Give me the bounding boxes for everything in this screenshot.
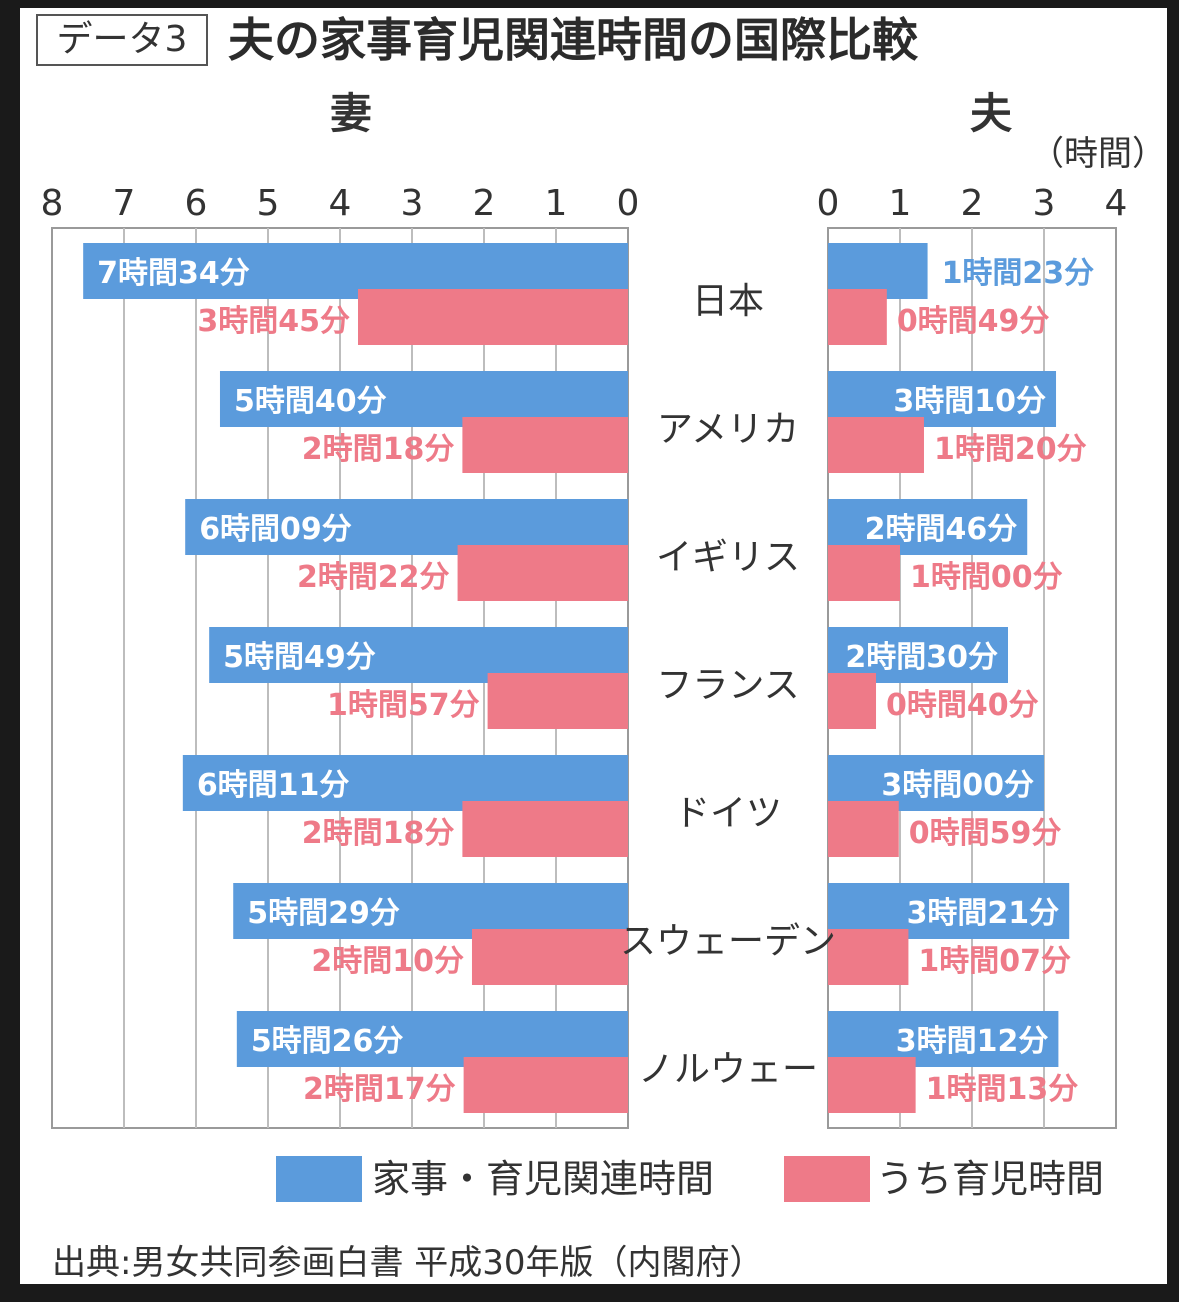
panel-title-husband: 夫 — [970, 89, 1013, 138]
data-label-husband-childcare: 0時間59分 — [909, 816, 1062, 851]
data-label-wife-total: 6時間11分 — [197, 768, 350, 803]
screen-frame-top — [0, 0, 1179, 8]
source-note: 出典:男女共同参画白書 平成30年版（内閣府） — [52, 1243, 764, 1283]
bar-husband-childcare — [828, 545, 900, 601]
data-label-wife-total: 5時間29分 — [247, 896, 400, 931]
unit-label: （時間） — [1030, 134, 1166, 174]
data-label-wife-total: 5時間40分 — [234, 384, 387, 419]
data-label-husband-total: 2時間46分 — [865, 512, 1018, 547]
bar-wife-childcare — [462, 417, 628, 473]
data-label-wife-total: 6時間09分 — [199, 512, 352, 547]
chart-title: 夫の家事育児関連時間の国際比較 — [228, 13, 918, 67]
legend-label-total: 家事・育児関連時間 — [372, 1157, 715, 1201]
screen-frame-right — [1167, 0, 1179, 1302]
legend-swatch-childcare — [784, 1156, 870, 1202]
data-label-husband-childcare: 0時間49分 — [897, 304, 1050, 339]
category-label: フランス — [656, 665, 799, 706]
data-label-husband-childcare: 1時間20分 — [934, 432, 1087, 467]
tick-label-wife: 7 — [113, 183, 136, 224]
tick-label-husband: 1 — [889, 183, 912, 224]
data-label-husband-total: 1時間23分 — [942, 256, 1095, 291]
data-label-wife-childcare: 3時間45分 — [197, 304, 350, 339]
category-label: 日本 — [692, 281, 764, 322]
tick-label-wife: 4 — [329, 183, 352, 224]
data-label-wife-childcare: 2時間17分 — [303, 1072, 456, 1107]
data-label-wife-total: 5時間49分 — [223, 640, 376, 675]
category-label: イギリス — [656, 537, 800, 578]
bar-wife-childcare — [462, 801, 628, 857]
data-label-wife-childcare: 2時間18分 — [302, 816, 455, 851]
tick-label-wife: 2 — [473, 183, 496, 224]
tick-label-wife: 3 — [401, 183, 424, 224]
bar-wife-childcare — [463, 1057, 628, 1113]
tick-label-wife: 8 — [41, 183, 64, 224]
screen-frame-left — [0, 0, 20, 1302]
category-label: アメリカ — [657, 409, 799, 450]
category-label: ドイツ — [674, 793, 782, 834]
panel-title-wife: 妻 — [330, 89, 373, 138]
tick-label-wife: 1 — [545, 183, 568, 224]
data-label-husband-childcare: 0時間40分 — [886, 688, 1039, 723]
data-label-husband-total: 3時間00分 — [881, 768, 1034, 803]
category-label: ノルウェー — [638, 1049, 818, 1090]
tick-label-husband: 0 — [817, 183, 840, 224]
tick-label-husband: 3 — [1033, 183, 1056, 224]
data-label-wife-childcare: 1時間57分 — [327, 688, 480, 723]
legend-swatch-total — [276, 1156, 362, 1202]
bar-wife-childcare — [471, 929, 628, 985]
bar-husband-childcare — [828, 673, 877, 729]
category-label: スウェーデン — [620, 921, 836, 962]
bar-wife-childcare — [358, 289, 628, 345]
bar-husband-childcare — [828, 1057, 916, 1113]
data-label-husband-childcare: 1時間00分 — [910, 560, 1063, 595]
bar-wife-childcare — [457, 545, 628, 601]
data-label-husband-childcare: 1時間07分 — [918, 944, 1071, 979]
tick-label-husband: 2 — [961, 183, 984, 224]
tick-label-wife: 5 — [257, 183, 280, 224]
data-label-husband-total: 3時間10分 — [893, 384, 1046, 419]
screen-frame-bottom — [0, 1284, 1179, 1302]
data-label-wife-total: 7時間34分 — [97, 256, 250, 291]
bar-husband-childcare — [828, 289, 887, 345]
tick-label-wife: 0 — [617, 183, 640, 224]
bar-husband-childcare — [828, 801, 899, 857]
tick-label-husband: 4 — [1105, 183, 1128, 224]
data-label-wife-childcare: 2時間18分 — [302, 432, 455, 467]
data-label-wife-total: 5時間26分 — [251, 1024, 404, 1059]
bar-husband-childcare — [828, 929, 909, 985]
data-label-husband-total: 3時間12分 — [896, 1024, 1049, 1059]
tick-label-wife: 6 — [185, 183, 208, 224]
data-label-husband-total: 3時間21分 — [907, 896, 1060, 931]
legend-label-childcare: うち育児時間 — [876, 1157, 1105, 1201]
bar-husband-childcare — [828, 417, 924, 473]
data-tag: データ3 — [36, 14, 208, 66]
bar-wife-childcare — [487, 673, 628, 729]
data-label-wife-childcare: 2時間10分 — [311, 944, 464, 979]
data-label-husband-total: 2時間30分 — [845, 640, 998, 675]
data-label-husband-childcare: 1時間13分 — [926, 1072, 1079, 1107]
data-label-wife-childcare: 2時間22分 — [297, 560, 450, 595]
